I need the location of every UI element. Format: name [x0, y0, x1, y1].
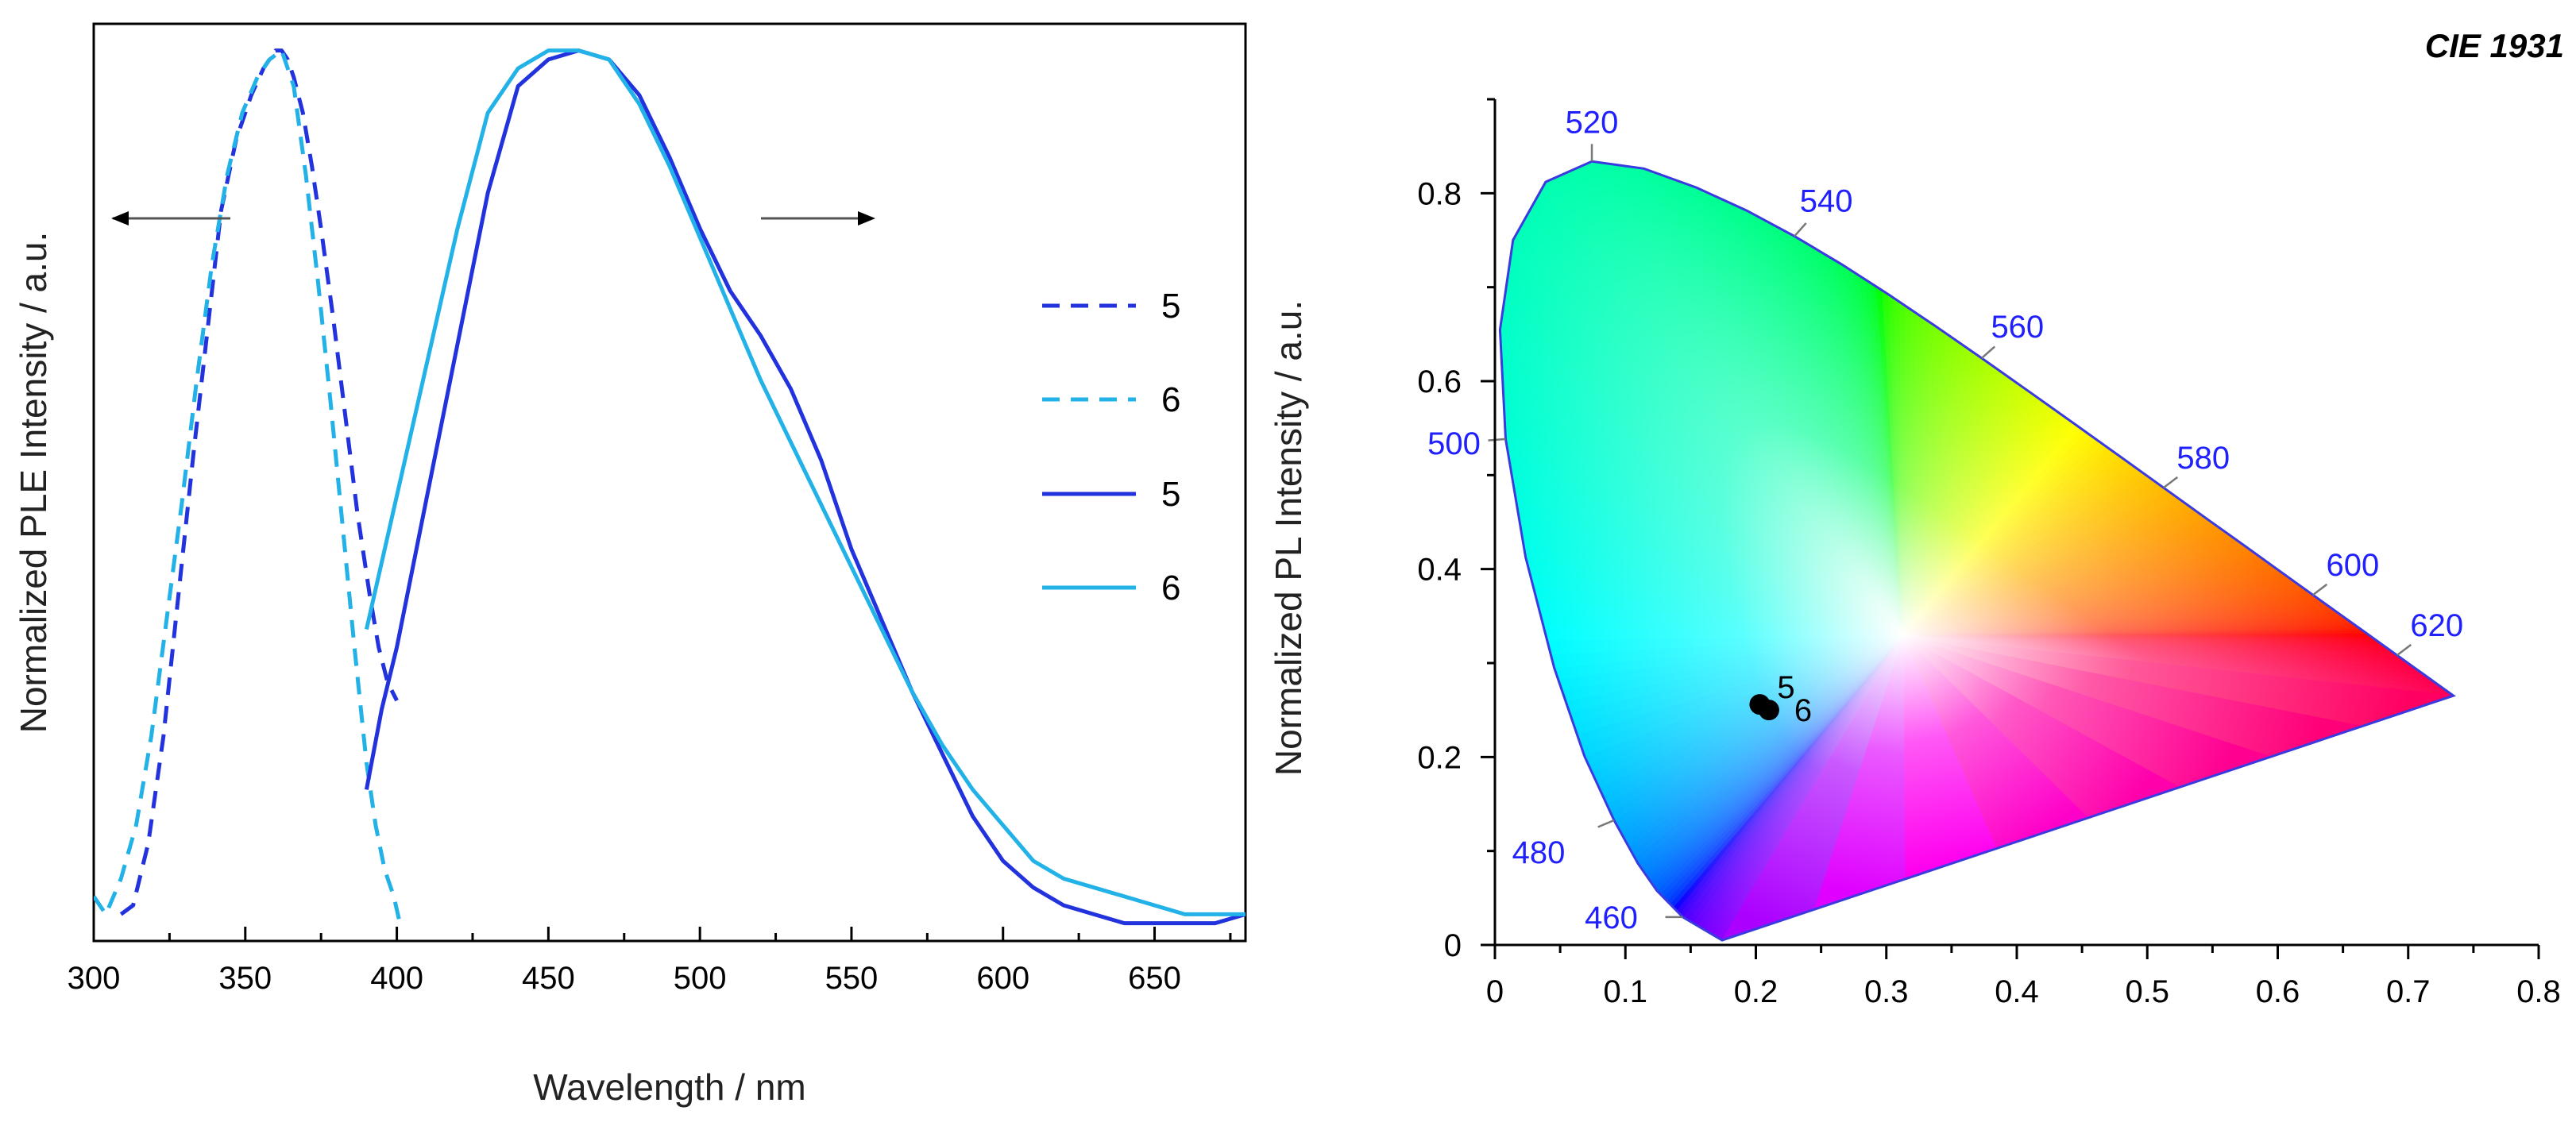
cie-x-tick-label: 0.3	[1864, 974, 1909, 1009]
x-tick-label: 550	[825, 961, 879, 996]
legend-label: 6	[1161, 569, 1180, 607]
wavelength-label: 580	[2176, 441, 2230, 476]
wavelength-label: 460	[1585, 900, 1638, 935]
left-x-axis-title: Wavelength / nm	[533, 1066, 805, 1108]
wavelength-labels: 460 480 500 520 540 560 580 600 620	[1427, 105, 2463, 935]
series-line-pl-5	[364, 48, 1246, 926]
right-y-axis-title: Normalized PL Intensity / a.u.	[1268, 300, 1309, 776]
cie-x-tick-label: 0.2	[1734, 974, 1778, 1009]
series-line-ple-5	[119, 48, 399, 916]
cie-title: CIE 1931	[2425, 27, 2564, 64]
cie-x-tick-label: 0.8	[2516, 974, 2561, 1009]
wavelength-label: 560	[1991, 310, 2044, 345]
left-legend: 5 6 5 6	[1042, 287, 1180, 607]
series-line-ple-6	[94, 48, 402, 924]
ple-direction-arrow	[111, 211, 230, 226]
cie-x-tick-label: 0.1	[1603, 974, 1647, 1009]
x-tick-label: 500	[674, 961, 727, 996]
cie-y-tick-label: 0.2	[1417, 740, 1462, 775]
cie-y-tick-label: 0.4	[1417, 553, 1462, 588]
cie-x-tick-label: 0.7	[2386, 974, 2431, 1009]
cie-y-tick-label: 0.8	[1417, 176, 1462, 211]
left-series-group	[94, 48, 1246, 926]
wavelength-tick	[2396, 643, 2412, 657]
x-tick-label: 600	[976, 961, 1029, 996]
legend-entry-ple-6: 6	[1042, 380, 1180, 419]
x-tick-label: 450	[522, 961, 575, 996]
legend-entry-pl-6: 6	[1042, 569, 1180, 607]
pl-direction-arrow	[761, 211, 875, 226]
legend-entry-pl-5: 5	[1042, 475, 1180, 514]
wavelength-label: 540	[1800, 183, 1853, 218]
spectral-locus-outline	[1498, 160, 2456, 942]
wavelength-label: 480	[1512, 835, 1566, 870]
cie-gamut-fill	[1500, 161, 2454, 941]
cie-points: 56	[1749, 670, 1812, 728]
left-x-ticks: 300 350 400 450 500 550 600 650	[68, 927, 1232, 996]
gamut-wedge	[1709, 635, 1904, 941]
cie-y-tick-label: 0.6	[1417, 364, 1462, 399]
legend-label: 5	[1161, 287, 1180, 326]
cie-point-label-6: 6	[1794, 693, 1812, 728]
wavelength-tick	[1488, 438, 1506, 442]
legend-label: 5	[1161, 475, 1180, 514]
x-tick-label: 350	[218, 961, 272, 996]
wavelength-label: 620	[2410, 608, 2463, 643]
ple-pl-chart: 300 350 400 450 500 550 600 650 Wavelength / nm…	[13, 22, 1247, 1108]
cie-x-tick-label: 0	[1486, 974, 1504, 1009]
legend-label: 6	[1161, 380, 1180, 419]
cie-point-6	[1758, 700, 1779, 721]
cie-x-tick-label: 0.5	[2125, 974, 2169, 1009]
x-tick-label: 400	[370, 961, 423, 996]
cie-x-tick-label: 0.6	[2256, 974, 2300, 1009]
x-tick-label: 650	[1128, 961, 1181, 996]
wavelength-label: 600	[2326, 548, 2379, 583]
cie-x-tick-label: 0.4	[1995, 974, 2039, 1009]
wavelength-tick	[1794, 222, 1807, 237]
cie-y-tick-label: 0	[1444, 928, 1462, 963]
wavelength-tick	[1980, 345, 1996, 359]
left-plot-frame	[92, 22, 1247, 943]
legend-entry-ple-5: 5	[1042, 287, 1180, 326]
wavelength-tick	[2312, 583, 2328, 596]
left-y-axis-title: Normalized PLE Intensity / a.u.	[13, 232, 54, 734]
wavelength-label: 500	[1427, 426, 1481, 461]
cie-axes: 0 0.1 0.2 0.3 0.4 0.5 0.6 0.7 0.8 0 0.2 0.4 0.6 0.8	[1417, 98, 2561, 1009]
cie-point-label-5: 5	[1777, 670, 1794, 705]
x-tick-label: 300	[68, 961, 121, 996]
wavelength-tick	[2163, 476, 2179, 489]
wavelength-label: 520	[1566, 105, 1619, 140]
series-line-pl-6	[364, 48, 1246, 916]
wavelength-tick	[1597, 819, 1615, 828]
